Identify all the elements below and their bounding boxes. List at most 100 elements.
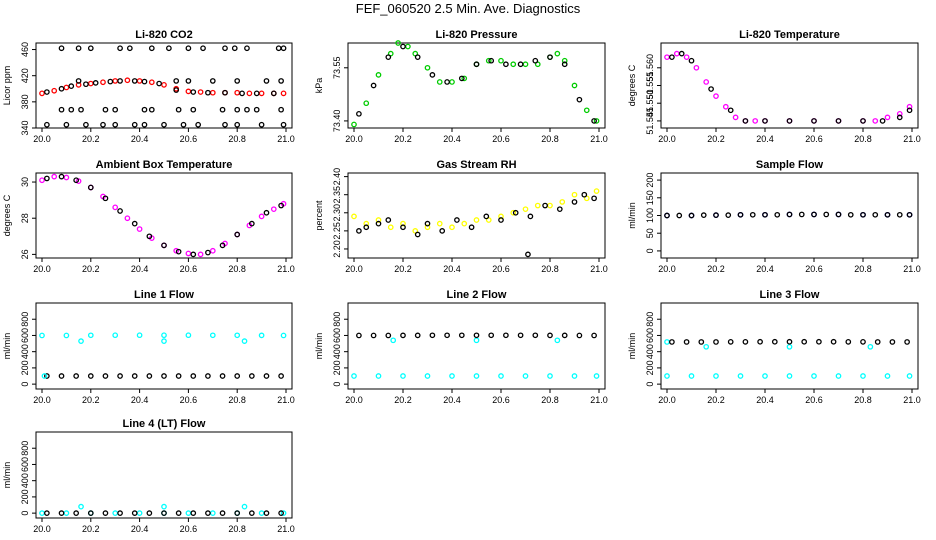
data-point	[801, 338, 808, 345]
data-point	[385, 54, 392, 61]
data-point	[581, 191, 588, 198]
data-point	[752, 118, 759, 124]
data-point	[131, 121, 138, 128]
data-point	[664, 339, 670, 345]
data-point	[87, 80, 94, 87]
data-point	[190, 510, 197, 516]
y-tick-label: 200	[20, 489, 30, 504]
data-point	[248, 373, 255, 379]
data-point	[209, 89, 216, 96]
data-point	[461, 75, 468, 82]
series-2	[390, 337, 561, 344]
data-point	[248, 220, 255, 227]
data-point	[542, 202, 548, 209]
data-point	[591, 118, 597, 124]
x-tick-label: 20.4	[756, 134, 774, 144]
y-tick-label: 600	[20, 328, 30, 343]
x-tick-label: 20.0	[33, 395, 51, 405]
data-point	[845, 339, 852, 345]
series-1	[351, 373, 600, 379]
data-point	[400, 43, 406, 50]
data-point	[117, 78, 123, 84]
data-point	[146, 233, 153, 240]
y-tick-label: 0	[20, 511, 30, 516]
data-point	[219, 242, 226, 249]
data-point	[161, 242, 167, 249]
data-point	[185, 332, 192, 339]
data-point	[141, 78, 148, 85]
data-point	[197, 251, 204, 258]
data-point	[532, 57, 539, 64]
data-point	[879, 118, 886, 124]
data-point	[112, 78, 119, 84]
x-tick-label: 21.0	[590, 395, 608, 405]
x-tick-label: 20.2	[707, 134, 725, 144]
x-tick-label: 21.0	[903, 395, 921, 405]
y-tick-label: 150	[645, 190, 655, 205]
y-tick-label: 400	[20, 344, 30, 359]
x-tick-label: 20.8	[541, 134, 559, 144]
data-point	[874, 339, 881, 345]
data-point	[561, 332, 568, 339]
data-point	[44, 89, 50, 95]
data-point	[175, 106, 182, 113]
data-point	[896, 211, 903, 218]
data-point	[141, 121, 148, 128]
data-point	[83, 121, 89, 128]
data-point	[737, 211, 744, 218]
x-tick-label: 20.8	[541, 264, 559, 274]
data-point	[811, 373, 817, 379]
data-point	[559, 199, 566, 205]
data-point	[725, 212, 732, 218]
data-point	[561, 61, 568, 68]
data-point	[703, 343, 710, 350]
data-point	[209, 78, 216, 84]
y-tick-label: 460	[20, 42, 30, 57]
series-5	[58, 106, 284, 113]
x-tick-label: 20.2	[394, 134, 412, 144]
data-point	[51, 87, 58, 94]
data-point	[375, 72, 382, 78]
x-tick-label: 20.4	[131, 134, 149, 144]
data-point	[136, 226, 143, 232]
data-point	[75, 45, 82, 52]
plot-frame	[35, 172, 293, 259]
data-point	[503, 61, 509, 68]
data-point	[708, 86, 714, 92]
data-point	[234, 121, 241, 128]
y-tick-label: 200	[645, 173, 655, 188]
y-tick-label: 200	[645, 360, 655, 375]
data-point	[258, 332, 265, 339]
data-point	[498, 373, 504, 379]
y-tick-label: 400	[332, 344, 342, 359]
data-point	[727, 339, 734, 345]
data-point	[44, 373, 50, 379]
x-tick-label: 20.0	[345, 134, 363, 144]
data-point	[363, 220, 370, 227]
data-point	[124, 215, 131, 222]
y-tick-label: 30	[20, 177, 30, 187]
series-2	[44, 173, 284, 258]
series-4	[44, 121, 287, 128]
data-point	[363, 224, 370, 231]
data-point	[400, 220, 406, 227]
data-point	[757, 338, 763, 345]
x-tick-label: 20.0	[33, 264, 51, 274]
y-tick-label: 100	[645, 208, 655, 223]
data-point	[87, 373, 94, 379]
data-point	[117, 208, 123, 214]
data-point	[771, 338, 778, 345]
data-point	[117, 45, 123, 52]
data-point	[571, 199, 578, 205]
data-point	[185, 88, 192, 95]
data-point	[468, 224, 475, 231]
data-point	[136, 510, 143, 516]
data-point	[248, 510, 255, 516]
data-point	[209, 247, 216, 254]
data-point	[547, 373, 553, 379]
data-point	[683, 54, 690, 61]
data-point	[195, 121, 202, 128]
panel-4: Ambient Box Temperature degrees C 20.0 20.2…	[2, 159, 295, 274]
plot-frame	[35, 431, 293, 519]
y-tick-label: 0	[645, 248, 655, 253]
